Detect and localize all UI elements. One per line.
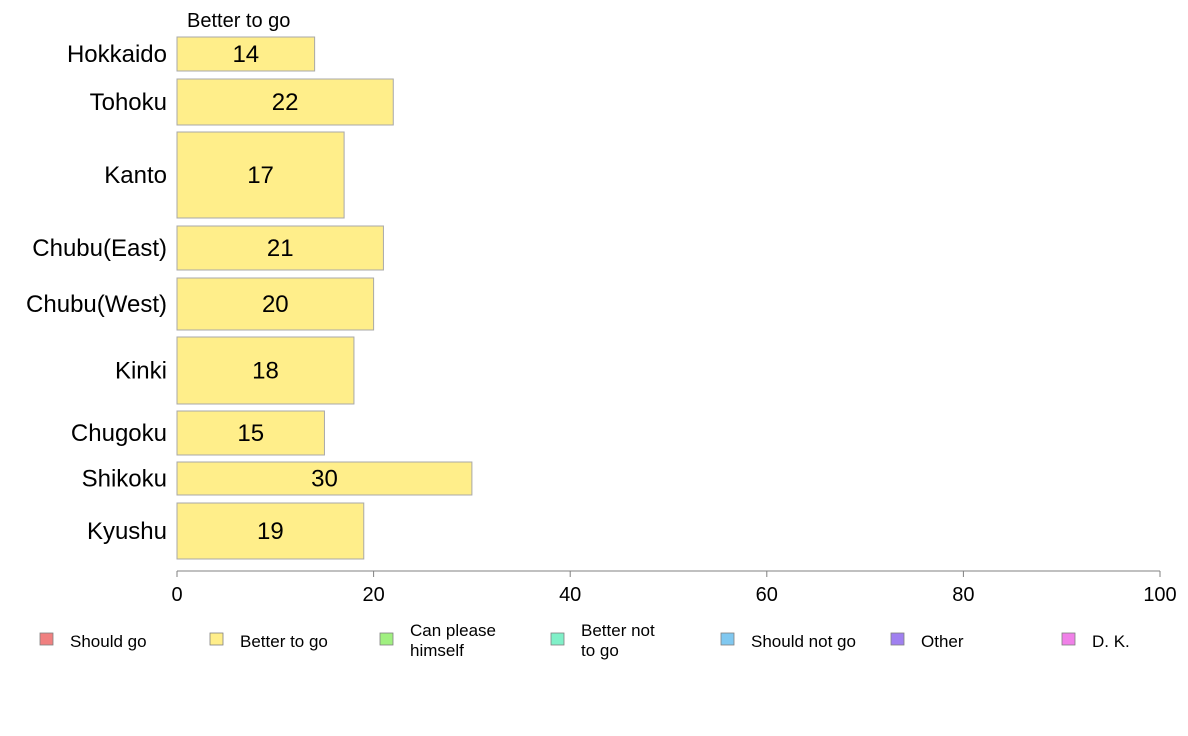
legend-label: Better to go xyxy=(240,632,328,651)
bar xyxy=(176,410,325,456)
category-label: Chugoku xyxy=(71,420,167,447)
legend-swatch xyxy=(209,632,224,646)
legend-swatch xyxy=(550,632,565,646)
bar xyxy=(176,225,384,271)
bar xyxy=(176,461,473,496)
bar xyxy=(176,131,345,219)
legend-label: Can please himself xyxy=(410,621,496,660)
data-label: 18 xyxy=(252,358,279,385)
legend-swatch xyxy=(720,632,735,646)
data-label: 20 xyxy=(262,291,289,318)
data-label: 14 xyxy=(232,41,259,68)
bar xyxy=(176,277,375,331)
x-tick-label: 40 xyxy=(559,584,581,606)
category-label: Tohoku xyxy=(90,89,167,116)
x-tick-label: 0 xyxy=(171,584,182,606)
bars-group: Better to go Hokkaido 14 Tohoku 22 Kanto 17 Chu… xyxy=(26,10,473,560)
bar xyxy=(176,336,355,405)
x-tick-label: 60 xyxy=(756,584,778,606)
legend-swatch xyxy=(39,632,54,646)
legend-swatch xyxy=(890,632,905,646)
data-label: 21 xyxy=(267,235,294,262)
data-label: 17 xyxy=(247,162,274,189)
data-label: 22 xyxy=(272,89,299,116)
bar xyxy=(176,502,365,560)
legend-label: D. K. xyxy=(1092,632,1130,651)
category-label: Chubu(East) xyxy=(32,235,167,262)
series-title: Better to go xyxy=(187,10,290,32)
data-label: 30 xyxy=(311,466,338,493)
x-tick-label: 100 xyxy=(1143,584,1176,606)
category-label: Kanto xyxy=(104,162,167,189)
legend: Should go Better to go Can please himself Be… xyxy=(39,621,1130,660)
category-label: Chubu(West) xyxy=(26,291,167,318)
legend-label: Should go xyxy=(70,632,147,651)
x-axis: 0 20 40 60 80 100 xyxy=(171,570,1177,606)
legend-label: Better not to go xyxy=(581,621,655,660)
category-label: Kyushu xyxy=(87,518,167,545)
data-label: 15 xyxy=(237,420,264,447)
x-tick-label: 80 xyxy=(952,584,974,606)
legend-swatch xyxy=(379,632,394,646)
category-label: Shikoku xyxy=(82,466,167,493)
bar xyxy=(176,78,394,126)
category-label: Kinki xyxy=(115,358,167,385)
x-tick-label: 20 xyxy=(362,584,384,606)
legend-swatch xyxy=(1061,632,1076,646)
legend-label: Should not go xyxy=(751,632,856,651)
category-label: Hokkaido xyxy=(67,41,167,68)
bar xyxy=(176,36,316,72)
data-label: 19 xyxy=(257,518,284,545)
legend-label: Other xyxy=(921,632,964,651)
